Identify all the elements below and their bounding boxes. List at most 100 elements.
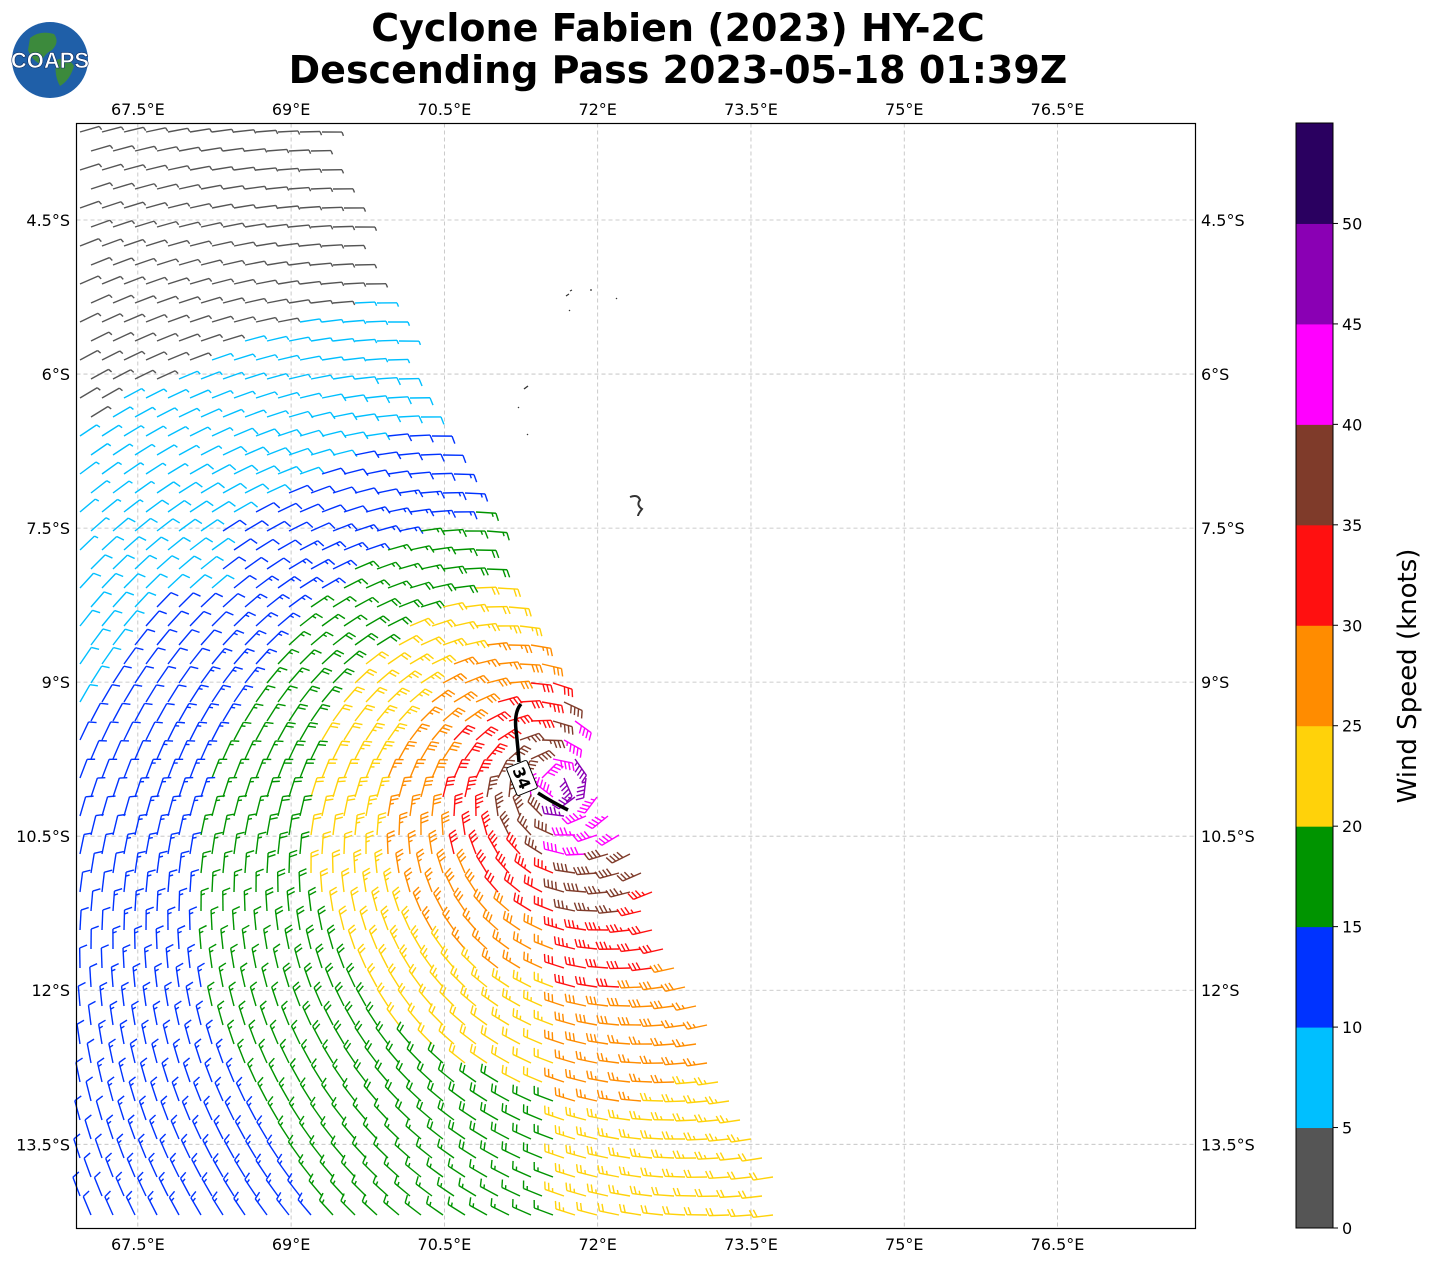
barb-half-feather [236,1159,240,1164]
barb-half-feather [184,463,189,467]
barb-half-feather [249,1025,254,1030]
barb-feather [625,1017,630,1026]
barb-feather [482,762,491,765]
barb-feather [377,1062,383,1071]
barb-half-feather [151,443,156,448]
barb-shaft [276,1160,290,1178]
barb-shaft [136,1177,147,1197]
barb-feather [563,724,566,733]
barb-half-feather [458,529,462,534]
wind-barb [145,164,169,171]
wind-barb [90,702,109,722]
barb-shaft [354,301,376,304]
barb-shaft [178,518,196,532]
barb-half-feather [264,186,268,191]
wind-barb [266,298,290,304]
barb-feather [450,583,457,591]
barb-feather [419,1101,424,1110]
barb-shaft [90,777,99,798]
wind-barb [319,1154,334,1178]
barb-half-feather [258,1121,262,1126]
barb-half-feather [368,598,373,603]
barb-half-feather [192,1197,196,1202]
wind-barb [101,758,118,779]
barb-shaft [200,259,221,266]
wind-barb [431,723,453,741]
wind-barb [101,684,121,703]
barb-half-feather [173,1082,178,1087]
wind-barb [409,723,430,741]
barb-half-feather [259,1083,263,1088]
barb-half-feather [196,1006,201,1011]
barb-feather [460,673,468,680]
barb-feather [595,978,600,987]
barb-feather [124,628,134,633]
barb-shaft [376,339,398,342]
wind-barb [437,1061,455,1083]
barb-feather [289,849,298,854]
barb-feather [457,639,464,647]
barb-feather [741,1190,747,1199]
wind-barb [277,685,298,703]
barb-half-feather [179,893,184,896]
wind-barb [134,554,158,570]
barb-feather [607,1109,611,1118]
barb-shaft [244,666,258,684]
barb-shaft [244,372,265,380]
barb-feather [387,1081,393,1090]
barb-half-feather [265,688,270,691]
wind-barb [361,1193,378,1216]
barb-shaft [523,1187,543,1197]
barb-feather [414,670,423,676]
barb-feather [372,1174,377,1183]
barb-half-feather [226,1102,231,1107]
barb-shaft [469,1128,488,1140]
barb-half-feather [408,839,413,843]
barb-feather [517,855,521,864]
barb-half-feather [472,1203,475,1208]
barb-feather [295,502,303,510]
wind-barb [451,926,466,950]
wind-barb [266,813,279,836]
wind-barb [167,499,192,513]
barb-half-feather [189,911,194,915]
barb-feather [347,798,356,802]
barb-shaft [321,206,343,209]
barb-feather [515,1048,518,1057]
wind-barb [310,631,334,646]
wind-barb [255,721,274,741]
wind-barb [310,485,336,494]
wind-barb [522,1180,543,1197]
barb-shaft [354,740,365,760]
wind-barb [156,444,178,456]
wind-barb [90,368,113,380]
wind-barb [233,684,254,703]
barb-feather [568,956,571,966]
wind-barb [342,1077,356,1102]
barb-half-feather [441,694,446,698]
wind-barb [586,1108,609,1121]
wind-barb [233,795,248,817]
barb-half-feather [279,1121,284,1126]
barb-feather [98,1019,106,1025]
barb-shaft [410,931,422,950]
barb-half-feather [100,987,105,991]
barb-shaft [544,1188,565,1197]
barb-half-feather [509,662,513,667]
barb-shaft [277,649,293,665]
barb-shaft [90,815,97,836]
wind-barb [458,1062,477,1083]
wind-barb [188,906,198,931]
barb-half-feather [282,1006,287,1011]
wind-barb [178,333,201,342]
barb-feather [598,905,604,914]
barb-shaft [288,299,309,304]
wind-barb [565,1182,587,1197]
barb-shaft [438,1068,455,1083]
barb-shaft [365,651,383,665]
wind-barb [297,1192,312,1216]
barb-shaft [406,1048,422,1064]
barb-feather [144,702,153,706]
barb-feather [115,1171,123,1179]
barb-feather [393,1175,398,1184]
